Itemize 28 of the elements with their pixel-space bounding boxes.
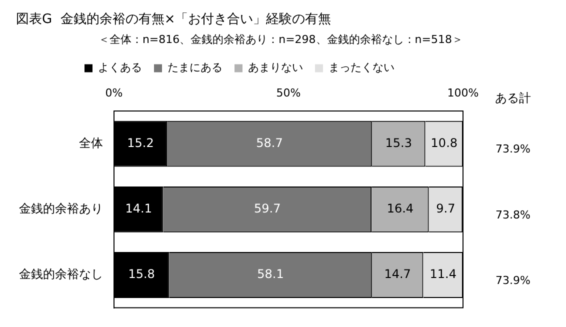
x-tick-label: 0%	[105, 86, 123, 100]
text: 73.9%	[496, 274, 530, 287]
legend-label: たまにある	[168, 61, 222, 74]
x-tick-label: 50%	[276, 86, 301, 100]
legend-label: よくある	[98, 61, 142, 74]
legend-label: あまりない	[248, 61, 303, 74]
text: 73.9%	[496, 142, 530, 156]
text: 73.8%	[496, 208, 530, 222]
x-tick-label: 100%	[447, 86, 479, 100]
y-tick-label: 金銭的余裕なし	[19, 267, 103, 282]
data-label: 14.1	[125, 202, 152, 216]
text: ある計	[495, 91, 531, 106]
legend-label: まったくない	[328, 61, 394, 74]
data-label: 14.7	[384, 267, 411, 282]
chart-title: 図表G 金銭的余裕の有無×「お付き合い」経験の有無	[16, 12, 332, 28]
y-tick-label: 金銭的余裕あり	[19, 202, 103, 216]
data-label: 15.2	[127, 136, 154, 150]
chart-subtitle: ＜全体：n=816、金銭的余裕あり：n=298、金銭的余裕なし：n=518＞	[98, 33, 463, 46]
data-label: 15.8	[128, 267, 155, 282]
data-label: 11.4	[430, 267, 456, 282]
data-label: 16.4	[386, 202, 414, 216]
data-label: 10.8	[430, 136, 458, 150]
data-label: 15.3	[385, 136, 412, 150]
y-tick-label: 全体	[79, 136, 103, 150]
data-label: 9.7	[436, 202, 456, 216]
data-label: 58.1	[257, 267, 284, 282]
data-label: 58.7	[256, 136, 283, 150]
data-label: 59.7	[254, 202, 281, 216]
